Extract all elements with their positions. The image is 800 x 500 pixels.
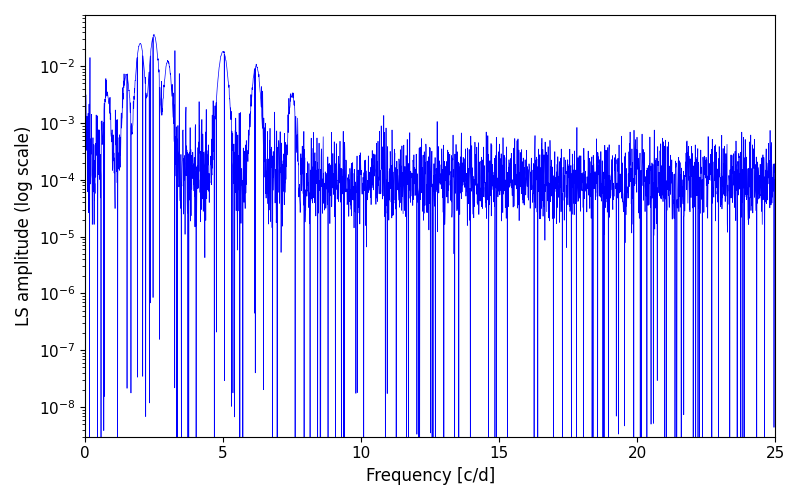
Y-axis label: LS amplitude (log scale): LS amplitude (log scale) (15, 126, 33, 326)
X-axis label: Frequency [c/d]: Frequency [c/d] (366, 467, 494, 485)
